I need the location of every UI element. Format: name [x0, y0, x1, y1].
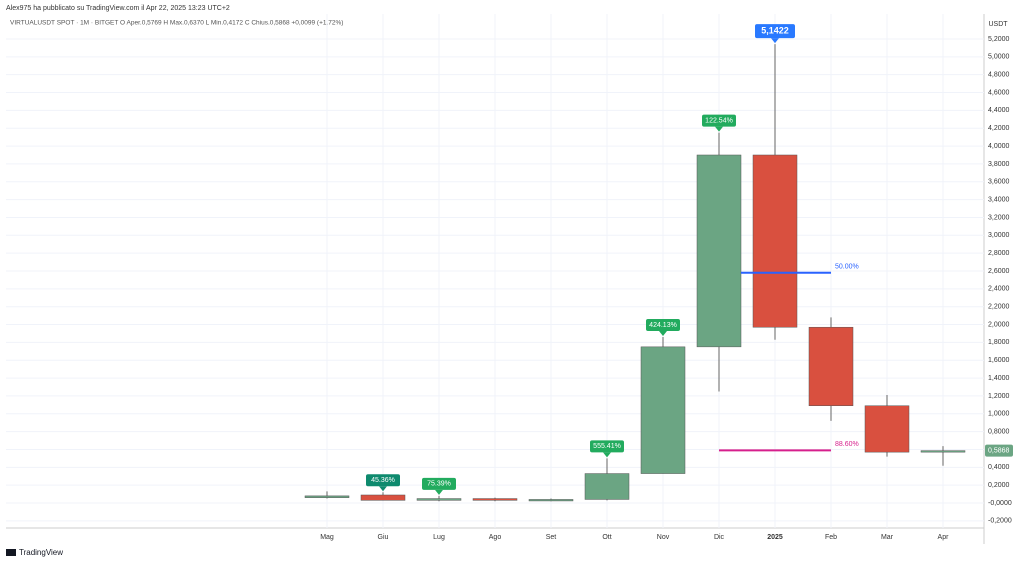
annotation-box	[366, 474, 400, 487]
candle-body	[416, 498, 462, 501]
annotation-pointer	[659, 331, 667, 337]
legend: VIRTUALUSDT SPOT · 1M · BITGET O Aper.0,…	[10, 20, 343, 27]
x-tick-label: Apr	[938, 534, 950, 541]
annotation-label: 424.13%	[649, 322, 677, 329]
annotation-pointer	[379, 486, 387, 492]
x-tick-label: Nov	[657, 534, 670, 541]
y-tick-label: 2,2000	[988, 304, 1010, 311]
annotation-box	[646, 319, 680, 332]
y-tick-label: -0,2000	[988, 518, 1012, 525]
annotation-label: 122.54%	[705, 118, 733, 125]
candle-body	[640, 346, 686, 474]
x-tick-label: Lug	[433, 534, 445, 541]
candle-body	[472, 498, 518, 501]
level-label: 88.60%	[835, 441, 859, 448]
annotation-box	[590, 440, 624, 453]
y-axis-label: USDT	[988, 21, 1008, 28]
candle-body	[528, 499, 574, 502]
y-tick-label: 2,8000	[988, 250, 1010, 257]
y-tick-label: 0,8000	[988, 428, 1010, 435]
y-tick-label: 4,0000	[988, 143, 1010, 150]
annotation-label: 555.41%	[593, 443, 621, 450]
y-tick-label: 2,6000	[988, 268, 1010, 275]
y-tick-label: 1,4000	[988, 375, 1010, 382]
annotation-pointer	[603, 452, 611, 458]
x-tick-label: 2025	[767, 534, 783, 541]
x-tick-label: Ott	[602, 534, 611, 541]
y-tick-label: 4,4000	[988, 107, 1010, 114]
brand: TradingView	[19, 548, 63, 557]
candle-body	[808, 326, 854, 406]
y-tick-label: 1,8000	[988, 339, 1010, 346]
x-tick-label: Giu	[378, 534, 389, 541]
annotation-pointer	[771, 38, 779, 44]
candle-body	[304, 495, 350, 498]
candle-body	[584, 473, 630, 500]
annotation-box	[422, 477, 456, 490]
y-tick-label: -0,0000	[988, 500, 1012, 507]
annotation-box	[755, 24, 795, 39]
y-tick-label: 4,6000	[988, 89, 1010, 96]
candle-body	[360, 494, 406, 501]
y-tick-label: 0,4000	[988, 464, 1010, 471]
annotation-pointer	[715, 126, 723, 132]
x-tick-label: Mag	[320, 534, 334, 541]
last-price-label: 0,5868	[988, 447, 1010, 454]
y-tick-label: 3,0000	[988, 232, 1010, 239]
publisher: Alex975 ha pubblicato su TradingView.com…	[6, 5, 230, 12]
candle-body	[920, 450, 966, 453]
y-tick-label: 5,0000	[988, 54, 1010, 61]
x-tick-label: Dic	[714, 534, 725, 541]
annotation-box	[702, 114, 736, 127]
candle-body	[864, 405, 910, 453]
candle-body	[752, 154, 798, 328]
annotation-label: 5,1422	[761, 26, 789, 36]
level-label: 50.00%	[835, 264, 859, 271]
y-tick-label: 3,4000	[988, 196, 1010, 203]
y-tick-label: 2,4000	[988, 286, 1010, 293]
y-tick-label: 3,6000	[988, 179, 1010, 186]
annotation-pointer	[435, 489, 443, 495]
x-tick-label: Feb	[825, 534, 837, 541]
y-tick-label: 4,8000	[988, 72, 1010, 79]
annotation-label: 45.36%	[371, 477, 395, 484]
y-tick-label: 4,2000	[988, 125, 1010, 132]
x-tick-label: Set	[546, 534, 557, 541]
candle-body	[696, 154, 742, 348]
x-tick-label: Ago	[489, 534, 502, 541]
y-tick-label: 0,2000	[988, 482, 1010, 489]
y-tick-label: 3,2000	[988, 214, 1010, 221]
y-tick-label: 1,0000	[988, 411, 1010, 418]
y-tick-label: 1,6000	[988, 357, 1010, 364]
y-tick-label: 3,8000	[988, 161, 1010, 168]
y-tick-label: 2,0000	[988, 321, 1010, 328]
last-price-box	[985, 444, 1013, 457]
y-tick-label: 1,2000	[988, 393, 1010, 400]
y-tick-label: 5,2000	[988, 36, 1010, 43]
logo	[6, 549, 16, 556]
x-tick-label: Mar	[881, 534, 894, 541]
annotation-label: 75.39%	[427, 481, 451, 488]
